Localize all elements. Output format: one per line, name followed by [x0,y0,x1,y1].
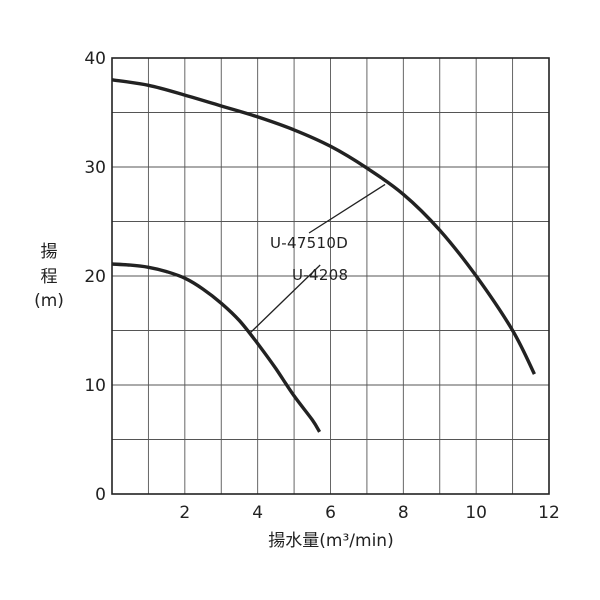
series-labels: U-47510D U-4208 [270,234,348,284]
x-tick-labels: 2 4 6 8 10 12 [179,503,559,523]
series-line-u47510d [111,78,536,375]
series-label-u47510d: U-47510D [270,234,348,252]
y-tick-label: 10 [84,376,106,396]
y-tick-label: 0 [95,485,106,505]
y-tick-label: 30 [84,158,106,178]
y-tick-label: 20 [84,267,106,287]
series-label-u4208: U-4208 [292,266,348,284]
leader-line-u47510d [308,183,386,234]
series-line-u4208 [111,262,322,433]
x-tick-label: 4 [252,503,263,523]
x-tick-label: 2 [179,503,190,523]
series-curves [111,78,536,433]
y-tick-label: 40 [84,49,106,69]
x-tick-label: 10 [465,503,487,523]
y-axis-title-line-2: 程 [41,267,58,287]
x-tick-label: 6 [325,503,336,523]
leader-line-u4208 [249,264,321,334]
plot-frame [111,57,550,495]
x-axis-title: 揚水量(m³/min) [268,531,393,551]
y-axis-title-line-1: 揚 [41,242,58,262]
y-tick-labels: 0 10 20 30 40 [84,49,106,505]
series-leader-lines [249,183,386,334]
x-tick-label: 8 [398,503,409,523]
y-axis-title-line-3: (m) [34,291,64,311]
grid-lines [112,58,549,494]
x-tick-label: 12 [538,503,560,523]
